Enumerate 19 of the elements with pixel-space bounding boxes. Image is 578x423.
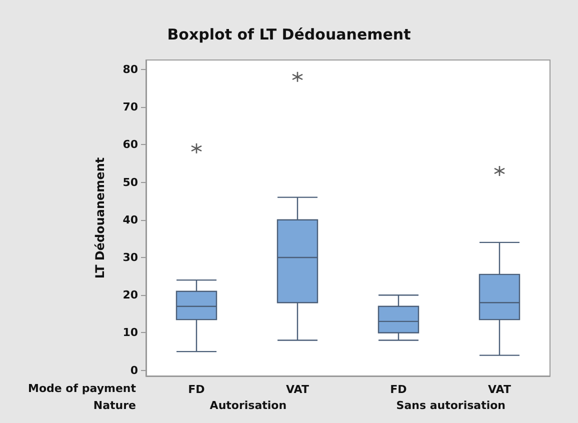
x-tick-label: FD: [188, 383, 205, 396]
y-tick-label: 10: [122, 326, 138, 340]
x-tick-label: VAT: [488, 383, 512, 396]
x-tick-label: VAT: [286, 383, 310, 396]
text: Mode of payment: [28, 382, 136, 395]
x-tick-label: FD: [390, 383, 407, 396]
chart-title: Boxplot of LT Dédouanement: [167, 26, 411, 44]
y-tick-label: 80: [122, 62, 138, 76]
text: Nature: [93, 399, 136, 412]
y-tick-label: 20: [122, 288, 138, 302]
y-axis-title: LT Dédouanement: [93, 157, 107, 279]
text: Autorisation: [210, 399, 287, 412]
text: Sans autorisation: [396, 399, 506, 412]
y-tick-label: 70: [122, 100, 138, 114]
y-tick-label: 0: [130, 364, 138, 377]
y-tick-label: 30: [122, 251, 138, 264]
y-tick-label: 60: [122, 138, 138, 152]
y-tick-label: 50: [122, 176, 138, 189]
y-tick-label: 40: [122, 213, 138, 226]
